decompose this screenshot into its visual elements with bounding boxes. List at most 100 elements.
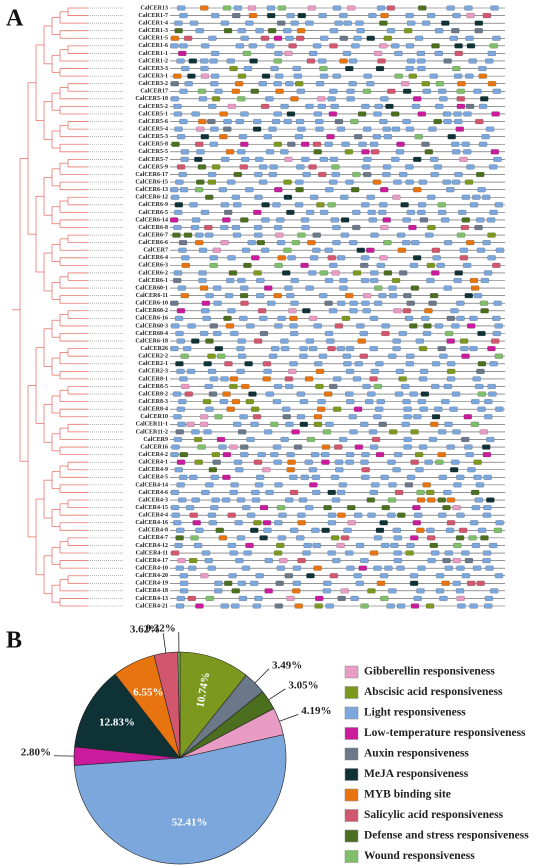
motif-box (452, 429, 461, 435)
motif-box (205, 293, 214, 299)
motif-box (470, 520, 479, 526)
motif-box (339, 436, 348, 442)
motif-box (424, 459, 433, 465)
motif-box (444, 330, 454, 336)
label-arrow (254, 668, 270, 684)
motif-box (361, 474, 370, 480)
gene-name: CalCER1-7 (138, 13, 168, 19)
motif-box (406, 542, 415, 548)
motif-box (454, 50, 463, 56)
motif-box (287, 255, 296, 261)
motif-box (180, 580, 189, 586)
motif-box (219, 111, 228, 117)
motif-box (276, 542, 285, 548)
motif-box (198, 278, 207, 284)
motif-box (229, 489, 238, 495)
motif-box (178, 497, 187, 503)
gene-name: CalCER2-3 (138, 369, 168, 375)
motif-box (482, 452, 492, 458)
motif-box (181, 262, 190, 268)
motif-box (332, 240, 341, 246)
motif-box (285, 421, 294, 427)
motif-box (264, 429, 273, 435)
motif-box (265, 489, 274, 495)
motif-box (284, 376, 294, 382)
motif-box (489, 361, 498, 367)
motif-box (419, 217, 429, 223)
motif-box (430, 156, 439, 162)
motif-box (305, 20, 314, 26)
motif-box (417, 66, 426, 72)
motif-box (208, 520, 217, 526)
motif-box (459, 247, 468, 253)
motif-box (405, 179, 414, 185)
gene-name: CalCER8-1 (138, 376, 168, 382)
motif-box (361, 300, 370, 306)
motif-box (434, 50, 443, 56)
gene-name: CalCER6-10 (135, 301, 168, 307)
motif-box (312, 489, 321, 495)
motif-box (209, 376, 219, 382)
motif-box (374, 300, 383, 306)
motif-box (205, 338, 214, 344)
motif-box (486, 497, 495, 503)
gene-name: CalCER1-6 (138, 43, 168, 49)
motif-box (290, 527, 299, 533)
motif-box (383, 240, 392, 246)
motif-box (427, 194, 436, 200)
motif-box (434, 323, 444, 329)
motif-box (208, 35, 217, 41)
motif-box (413, 187, 422, 193)
motif-box (170, 300, 179, 306)
motif-box (197, 164, 207, 170)
motif-box (392, 346, 401, 352)
motif-box (305, 338, 314, 344)
motif-box (197, 88, 207, 94)
motif-box (236, 535, 246, 541)
motif-box (286, 13, 295, 19)
motif-box (422, 330, 432, 336)
motif-box (414, 134, 423, 140)
motif-box (209, 58, 218, 64)
motif-box (493, 300, 502, 306)
motif-box (476, 172, 485, 178)
gene-name: CalCER8-4 (138, 407, 168, 413)
motif-box (258, 308, 267, 314)
motif-box (339, 278, 348, 284)
motif-box (171, 141, 180, 147)
motif-box (438, 512, 447, 518)
motif-box (280, 103, 289, 109)
motif-box (396, 232, 406, 238)
motif-box (173, 278, 182, 284)
motif-box (325, 603, 334, 609)
motif-box (313, 323, 322, 329)
motif-box (328, 111, 337, 117)
motif-box (283, 28, 292, 34)
motif-box (412, 520, 421, 526)
motif-box (233, 172, 242, 178)
motif-box (362, 383, 371, 389)
motif-box (317, 103, 326, 109)
motif-box (250, 406, 260, 412)
motif-box (456, 565, 465, 571)
motif-box (414, 35, 424, 41)
gene-name: CalCER60-3 (135, 323, 168, 329)
motif-box (219, 134, 228, 140)
motif-box (417, 209, 426, 215)
motif-box (467, 467, 476, 473)
motif-box (455, 588, 465, 594)
motif-box (321, 459, 330, 465)
motif-box (371, 149, 380, 155)
motif-box (174, 28, 183, 34)
motif-box (360, 255, 370, 261)
motif-box (274, 50, 283, 56)
motif-box (380, 13, 389, 19)
motif-box (437, 202, 446, 208)
motif-box (447, 368, 456, 374)
motif-box (176, 482, 185, 488)
motif-box (342, 353, 351, 359)
legend-label: Salicylic acid responsiveness (364, 809, 504, 821)
motif-box (176, 308, 186, 314)
motif-box (314, 361, 323, 367)
motif-box (491, 338, 500, 344)
